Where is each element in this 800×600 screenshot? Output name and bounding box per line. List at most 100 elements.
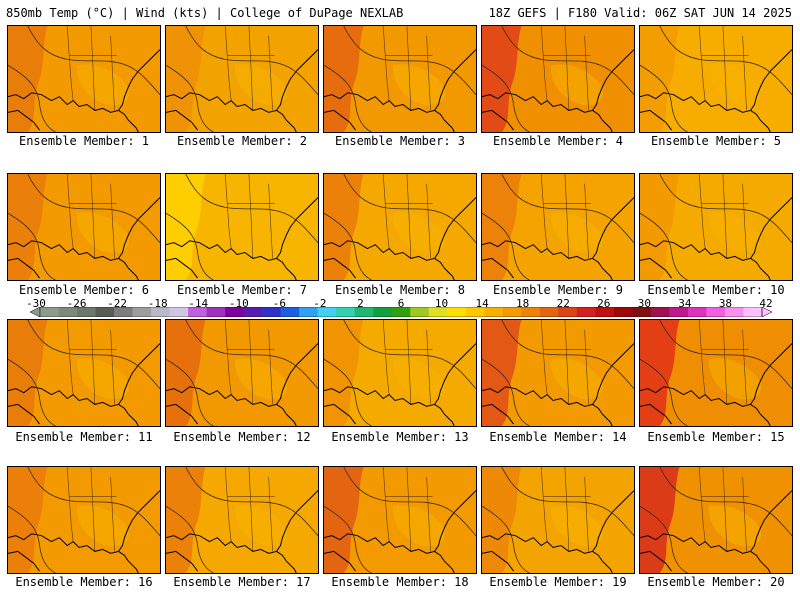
colorbar-segment [132, 307, 152, 317]
colorbar-tick-label: -10 [228, 297, 249, 310]
colorbar-segment [724, 307, 744, 317]
colorbar-tick-label: 2 [357, 297, 364, 310]
colorbar-segment [632, 307, 652, 317]
colorbar-segment [40, 307, 59, 317]
ensemble-member-map [165, 466, 319, 574]
colorbar-segment [650, 307, 670, 317]
ensemble-member-label: Ensemble Member: 10 [647, 283, 785, 297]
ensemble-member-map [481, 25, 635, 133]
colorbar-segment [114, 307, 133, 317]
ensemble-member-label: Ensemble Member: 12 [173, 430, 311, 444]
colorbar-segment [243, 307, 263, 317]
ensemble-member-label: Ensemble Member: 16 [15, 575, 153, 589]
colorbar-segment [336, 307, 356, 317]
ensemble-member-map [323, 319, 477, 427]
ensemble-member-map [7, 319, 161, 427]
colorbar-segment [206, 307, 226, 317]
title-left: 850mb Temp (°C) | Wind (kts) | College o… [6, 6, 404, 20]
ensemble-member-label: Ensemble Member: 8 [334, 283, 466, 297]
ensemble-member-label: Ensemble Member: 6 [18, 283, 150, 297]
colorbar-tick-label: -18 [147, 297, 168, 310]
ensemble-member-map [639, 466, 793, 574]
colorbar-segment [151, 307, 170, 317]
colorbar-tick-label: 26 [597, 297, 611, 310]
colorbar-tick-label: 18 [516, 297, 530, 310]
colorbar-segment [484, 307, 504, 317]
colorbar-segment [447, 307, 467, 317]
colorbar-segment [465, 307, 485, 317]
colorbar-tick-label: 38 [718, 297, 733, 310]
ensemble-member-label: Ensemble Member: 20 [647, 575, 785, 589]
ensemble-member-map [7, 466, 161, 574]
colorbar-segment [280, 307, 300, 317]
colorbar-tick-label: 6 [397, 297, 405, 310]
ensemble-member-map [639, 173, 793, 281]
colorbar-segment [354, 307, 374, 317]
ensemble-member-label: Ensemble Member: 2 [176, 134, 308, 148]
colorbar-tick-label: 30 [637, 297, 651, 310]
colorbar-segment [613, 307, 633, 317]
colorbar-segment [706, 307, 726, 317]
colorbar-segment [373, 307, 393, 317]
colorbar-segment [687, 307, 707, 317]
colorbar-tick-label: 10 [434, 297, 449, 310]
colorbar-tick-label: -26 [66, 297, 87, 310]
colorbar-segment [539, 307, 559, 317]
ensemble-member-map [165, 173, 319, 281]
ensemble-member-label: Ensemble Member: 9 [492, 283, 624, 297]
ensemble-member-label: Ensemble Member: 19 [489, 575, 627, 589]
colorbar-segment [428, 307, 448, 317]
colorbar-tick-label: -22 [107, 297, 128, 310]
ensemble-member-map [165, 319, 319, 427]
ensemble-member-map [165, 25, 319, 133]
colorbar-segment [317, 307, 337, 317]
colorbar-segment [595, 307, 615, 317]
colorbar-tick-label: -2 [313, 297, 327, 310]
colorbar-segment [299, 307, 318, 317]
ensemble-member-label: Ensemble Member: 7 [176, 283, 308, 297]
ensemble-member-label: Ensemble Member: 17 [173, 575, 311, 589]
colorbar-tick-label: -30 [26, 297, 46, 310]
ensemble-member-map [323, 173, 477, 281]
ensemble-member-map [639, 319, 793, 427]
colorbar-tick-label: 22 [556, 297, 570, 310]
colorbar-tick-label: -14 [188, 297, 209, 310]
colorbar-tick-label: -6 [272, 297, 286, 310]
colorbar-tick-label: 34 [678, 297, 692, 310]
ensemble-member-label: Ensemble Member: 14 [489, 430, 627, 444]
colorbar-segment [410, 307, 430, 317]
ensemble-member-label: Ensemble Member: 1 [18, 134, 150, 148]
title-right: 18Z GEFS | F180 Valid: 06Z SAT JUN 14 20… [488, 6, 792, 20]
colorbar-segment [576, 307, 596, 317]
ensemble-member-map [323, 25, 477, 133]
ensemble-member-map [481, 319, 635, 427]
ensemble-member-label: Ensemble Member: 11 [15, 430, 153, 444]
colorbar-segment [743, 307, 763, 317]
ensemble-member-label: Ensemble Member: 15 [647, 430, 785, 444]
ensemble-member-map [7, 173, 161, 281]
ensemble-member-label: Ensemble Member: 5 [650, 134, 782, 148]
colorbar-segment [95, 307, 115, 317]
colorbar-segment [669, 307, 689, 317]
colorbar-segment [58, 307, 78, 317]
colorbar [30, 307, 772, 317]
colorbar-segment [558, 307, 578, 317]
ensemble-member-map [7, 25, 161, 133]
colorbar-tick-label: 14 [475, 297, 489, 310]
colorbar-segment [225, 307, 244, 317]
colorbar-segment [521, 307, 541, 317]
colorbar-segment [169, 307, 189, 317]
ensemble-member-map [481, 466, 635, 574]
colorbar-segment [188, 307, 207, 317]
ensemble-member-map [639, 25, 793, 133]
ensemble-member-label: Ensemble Member: 13 [331, 430, 469, 444]
ensemble-member-map [481, 173, 635, 281]
ensemble-member-label: Ensemble Member: 18 [331, 575, 469, 589]
ensemble-member-label: Ensemble Member: 4 [492, 134, 624, 148]
ensemble-member-map [323, 466, 477, 574]
colorbar-segment [262, 307, 281, 317]
colorbar-segment [502, 307, 522, 317]
colorbar-segment [391, 307, 411, 317]
colorbar-segment [77, 307, 96, 317]
ensemble-member-label: Ensemble Member: 3 [334, 134, 466, 148]
